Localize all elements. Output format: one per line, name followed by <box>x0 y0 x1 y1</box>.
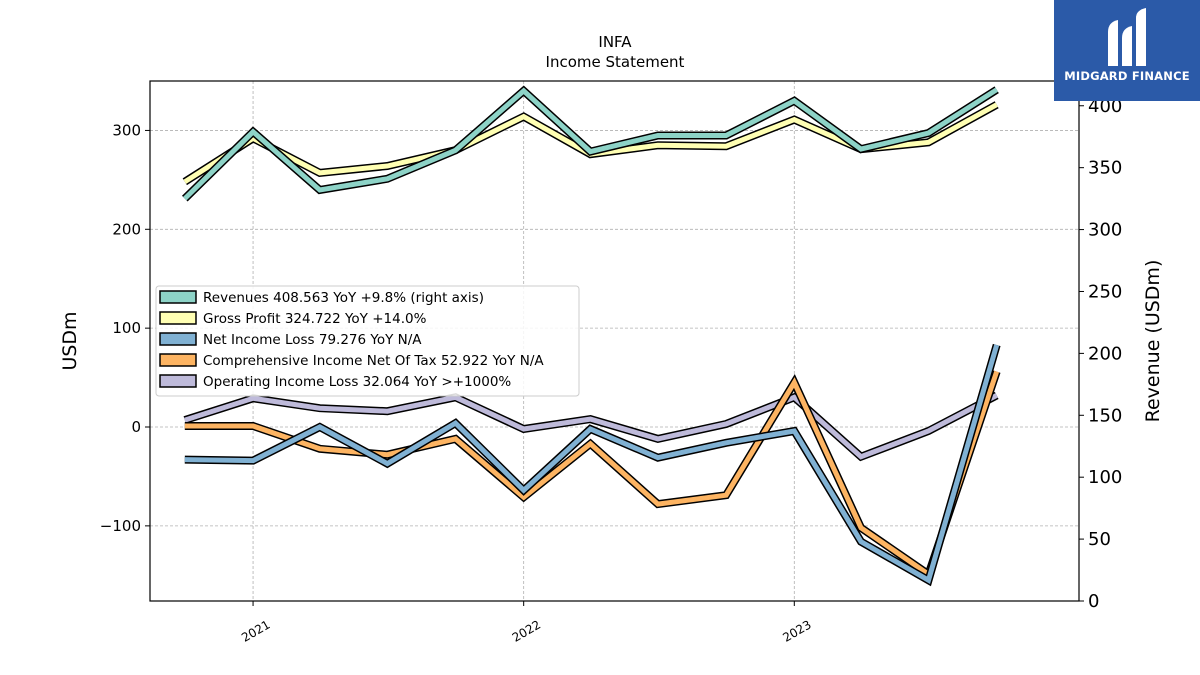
legend-entry: Comprehensive Income Net Of Tax 52.922 Y… <box>203 353 544 369</box>
y-tick-label-right: 0 <box>1088 591 1099 612</box>
chart-title: INFA <box>598 33 632 51</box>
legend-swatch <box>159 374 197 388</box>
y-tick-label-right: 400 <box>1088 96 1122 117</box>
y-tick-label-left: 300 <box>112 121 141 139</box>
series-line-outline <box>184 370 1001 581</box>
legend-swatch <box>159 290 197 304</box>
legend-entry: Gross Profit 324.722 YoY +14.0% <box>203 311 427 327</box>
y-tick-label-right: 50 <box>1088 529 1111 550</box>
y-axis-label-right: Revenue (USDm) <box>1142 260 1164 423</box>
y-tick-label-right: 150 <box>1088 405 1122 426</box>
x-tick-label: 2022 <box>510 617 543 644</box>
series-line <box>183 87 999 201</box>
y-tick-label-left: 100 <box>112 319 141 337</box>
legend: Revenues 408.563 YoY +9.8% (right axis) G… <box>155 285 580 397</box>
y-tick-label-right: 200 <box>1088 343 1122 364</box>
series-line <box>184 393 998 460</box>
y-tick-label-right: 350 <box>1088 158 1122 179</box>
legend-swatch <box>159 311 197 325</box>
legend-swatch <box>159 353 197 367</box>
series-line <box>184 344 1000 584</box>
series-line <box>184 370 1000 579</box>
series-net-income-loss <box>184 343 1001 587</box>
series-comprehensive-income-net-of-tax <box>184 370 1001 581</box>
y-tick-label-left: −100 <box>100 517 141 535</box>
series-operating-income-loss <box>183 391 999 462</box>
axes: −100 0 100 200 300 0 50 100 150 200 250 300 350 400 20… <box>100 96 1123 645</box>
y-tick-label-left: 200 <box>112 220 141 238</box>
series-revenues <box>182 85 999 202</box>
legend-entry: Net Income Loss 79.276 YoY N/A <box>203 332 422 348</box>
y-tick-label-right: 300 <box>1088 220 1122 241</box>
brand-logo: MIDGARD FINANCE <box>1054 0 1200 101</box>
chart-subtitle: Income Statement <box>546 53 685 71</box>
y-tick-label-right: 250 <box>1088 281 1122 302</box>
x-tick-label: 2023 <box>780 617 813 644</box>
brand-name: MIDGARD FINANCE <box>1064 69 1190 83</box>
y-tick-label-left: 0 <box>131 418 141 436</box>
plot-frame <box>149 80 1080 602</box>
y-tick-label-right: 100 <box>1088 467 1122 488</box>
legend-box <box>155 285 580 397</box>
legend-entry: Operating Income Loss 32.064 YoY >+1000% <box>203 374 511 390</box>
x-tick-label: 2021 <box>239 617 272 644</box>
legend-entry: Revenues 408.563 YoY +9.8% (right axis) <box>203 290 484 306</box>
brand-emblem-icon <box>1108 8 1146 66</box>
legend-swatch <box>159 332 197 346</box>
y-axis-label-left: USDm <box>59 311 81 370</box>
series-layer <box>182 85 1001 587</box>
